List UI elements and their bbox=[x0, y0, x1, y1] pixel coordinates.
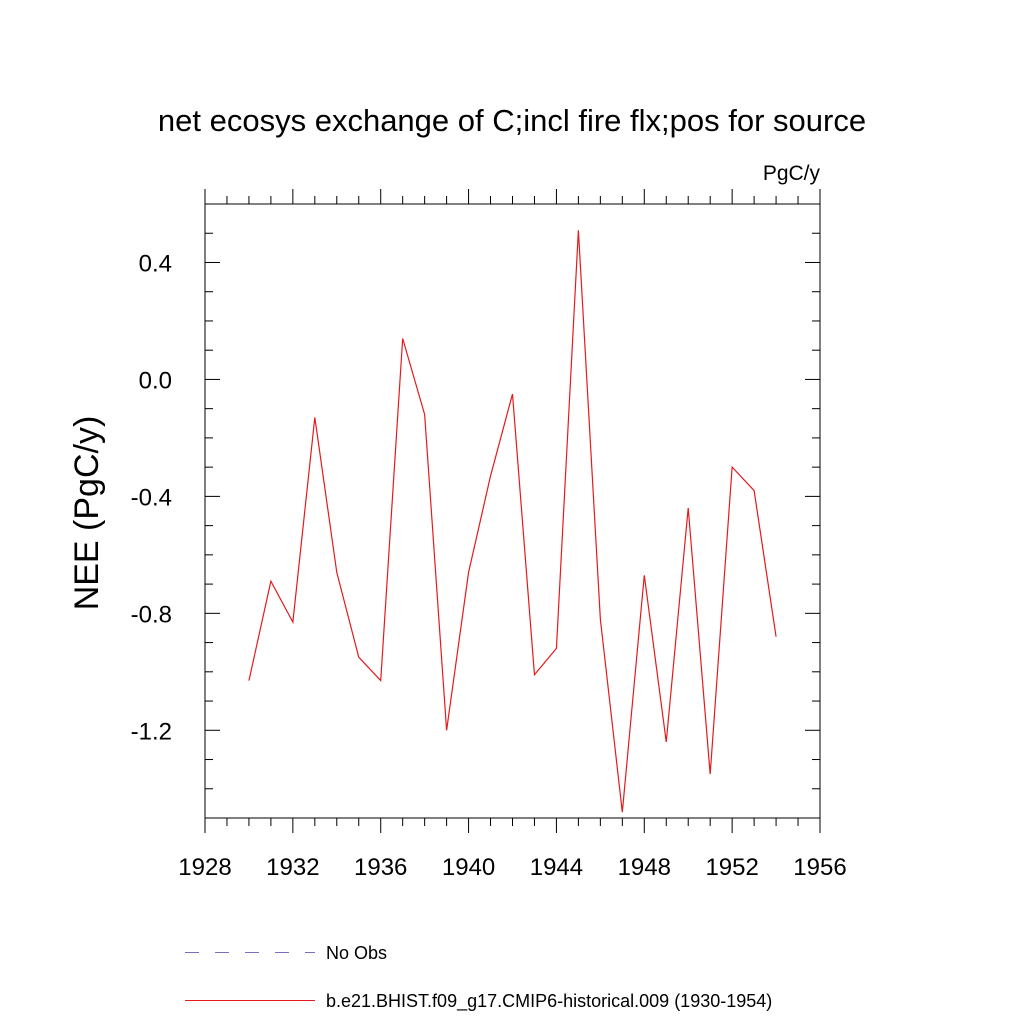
axis-ticks bbox=[204, 189, 821, 833]
units-label: PgC/y bbox=[763, 162, 821, 185]
y-axis-label: NEE (PgC/y) bbox=[68, 416, 106, 611]
y-tick-label: -0.8 bbox=[131, 601, 172, 628]
x-axis-tick-labels: 1928 1932 1936 1940 1944 1948 1952 1956 bbox=[178, 854, 846, 881]
y-axis-tick-labels: -1.2 -0.8 -0.4 0.0 0.4 bbox=[131, 250, 172, 745]
legend-label: No Obs bbox=[326, 943, 387, 963]
plot-frame bbox=[204, 203, 821, 819]
plot-area bbox=[204, 203, 821, 819]
x-tick-label: 1932 bbox=[266, 854, 319, 881]
legend-label: b.e21.BHIST.f09_g17.CMIP6-historical.009… bbox=[326, 991, 772, 1012]
chart-title: net ecosys exchange of C;incl fire flx;p… bbox=[158, 103, 866, 138]
y-tick-label: 0.4 bbox=[139, 250, 172, 277]
x-tick-label: 1940 bbox=[442, 854, 495, 881]
y-tick-label: 0.0 bbox=[139, 367, 172, 394]
legend: No Obs b.e21.BHIST.f09_g17.CMIP6-historic… bbox=[185, 943, 772, 1012]
y-tick-label: -0.4 bbox=[131, 484, 172, 511]
series-line bbox=[248, 230, 777, 813]
x-tick-label: 1928 bbox=[178, 854, 231, 881]
x-tick-label: 1936 bbox=[354, 854, 407, 881]
x-tick-label: 1944 bbox=[530, 854, 583, 881]
x-tick-label: 1952 bbox=[705, 854, 758, 881]
x-tick-label: 1948 bbox=[618, 854, 671, 881]
series-group bbox=[248, 230, 777, 813]
x-tick-label: 1956 bbox=[793, 854, 846, 881]
y-tick-label: -1.2 bbox=[131, 718, 172, 745]
